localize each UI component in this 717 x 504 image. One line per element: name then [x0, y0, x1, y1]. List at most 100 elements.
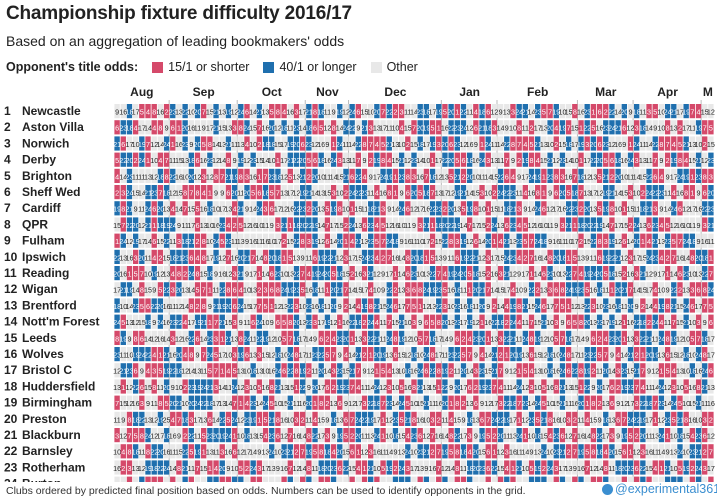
fixture-label: 2: [554, 140, 558, 149]
fixture-label: 5: [270, 189, 274, 198]
fixture-cell: [293, 168, 300, 183]
legend-item-strong-label: 15/1 or shorter: [168, 60, 250, 74]
fixture-cell: [176, 104, 182, 119]
fixture-cell: [553, 120, 559, 135]
fixture-label: 22: [292, 237, 300, 246]
fixture-label: 11: [348, 156, 355, 165]
fixture-label: 19: [435, 108, 443, 117]
fixture-label: 13: [497, 221, 505, 230]
fixture-label: 14: [614, 108, 622, 117]
fixture-cell: [553, 152, 559, 167]
fixture-cell: [349, 168, 355, 183]
fixture-label: 1: [480, 140, 484, 149]
fixture-cell: [256, 120, 263, 135]
fixture-label: 11: [491, 140, 498, 149]
fixture-label: 12: [478, 253, 486, 262]
fixture-label: 17: [299, 108, 307, 117]
fixture-label: 21: [398, 156, 406, 165]
fixture-cell: [194, 249, 201, 264]
fixture-label: 18: [125, 108, 133, 117]
fixture-cell: [337, 217, 343, 232]
fixture-cell: [572, 266, 578, 281]
fixture-label: 24: [385, 334, 393, 343]
fixture-cell: [231, 152, 238, 167]
fixture-cell: [695, 233, 702, 248]
fixture-label: 9: [486, 302, 490, 311]
fixture-label: 12: [373, 270, 381, 279]
fixture-cell: [708, 185, 714, 200]
fixture-cell: [553, 217, 559, 232]
fixture-cell: [281, 201, 287, 216]
fixture-cell: [436, 266, 442, 281]
fixture-label: 5: [567, 189, 571, 198]
fixture-label: 7: [220, 172, 224, 181]
fixture-label: 9: [208, 302, 212, 311]
fixture-cell: [417, 266, 423, 281]
fixture-label: 24: [670, 399, 678, 408]
fixture-label: 16: [249, 221, 257, 230]
fixture-cell: [411, 282, 417, 297]
fixture-label: 24: [237, 302, 245, 311]
fixture-cell: [516, 104, 522, 119]
fixture-cell: [120, 217, 126, 232]
fixture-label: 13: [218, 140, 226, 149]
fixture-cell: [380, 152, 386, 167]
fixture-cell: [145, 104, 151, 119]
fixture-cell: [565, 217, 572, 232]
fixture-label: 11: [138, 205, 145, 214]
fixture-cell: [231, 217, 238, 232]
fixture-label: 23: [367, 253, 375, 262]
fixture-cell: [497, 282, 504, 297]
fixture-cell: [182, 152, 188, 167]
fixture-cell: [559, 168, 566, 183]
fixture-label: 19: [534, 172, 542, 181]
fixture-cell: [405, 217, 411, 232]
fixture-label: 24: [534, 302, 542, 311]
fixture-cell: [683, 266, 689, 281]
fixture-cell: [269, 266, 275, 281]
fixture-label: 20: [156, 302, 164, 311]
fixture-cell: [299, 136, 306, 151]
fixture-label: 15: [379, 302, 387, 311]
fixture-cell: [658, 233, 665, 248]
fixture-cell: [163, 266, 170, 281]
fixture-cell: [590, 201, 597, 216]
fixture-label: 16: [596, 124, 604, 133]
fixture-cell: [454, 120, 460, 135]
fixture-label: 18: [429, 172, 437, 181]
fixture-cell: [330, 152, 337, 167]
fixture-cell: [188, 217, 195, 232]
fixture-label: 8: [455, 399, 459, 408]
fixture-label: 19: [429, 286, 437, 295]
fixture-cell: [188, 120, 195, 135]
fixture-cell: [139, 282, 145, 297]
fixture-label: 20: [441, 221, 449, 230]
fixture-label: 21: [113, 140, 121, 149]
fixture-label: 9: [412, 221, 416, 230]
fixture-cell: [337, 249, 343, 264]
fixture-cell: [225, 136, 232, 151]
fixture-cell: [436, 298, 442, 313]
fixture-cell: [652, 282, 658, 297]
fixture-cell: [182, 136, 188, 151]
fixture-cell: [590, 217, 597, 232]
fixture-label: 6: [406, 205, 410, 214]
fixture-cell: [219, 282, 225, 297]
fixture-label: 6: [678, 205, 682, 214]
fixture-label: 13: [218, 108, 226, 117]
fixture-cell: [126, 282, 133, 297]
fixture-cell: [702, 282, 708, 297]
fixture-label: 9: [294, 480, 298, 482]
fixture-cell: [132, 104, 139, 119]
fixture-label: 20: [156, 205, 164, 214]
fixture-label: 20: [243, 189, 251, 198]
fixture-cell: [603, 266, 609, 281]
fixture-cell: [671, 217, 677, 232]
fixture-cell: [114, 298, 120, 313]
fixture-label: 4: [115, 172, 119, 181]
fixture-label: 20: [187, 172, 195, 181]
fixture-cell: [145, 120, 151, 135]
fixture-cell: [374, 249, 380, 264]
row-rank: 21: [4, 428, 18, 442]
fixture-label: 9: [548, 189, 552, 198]
